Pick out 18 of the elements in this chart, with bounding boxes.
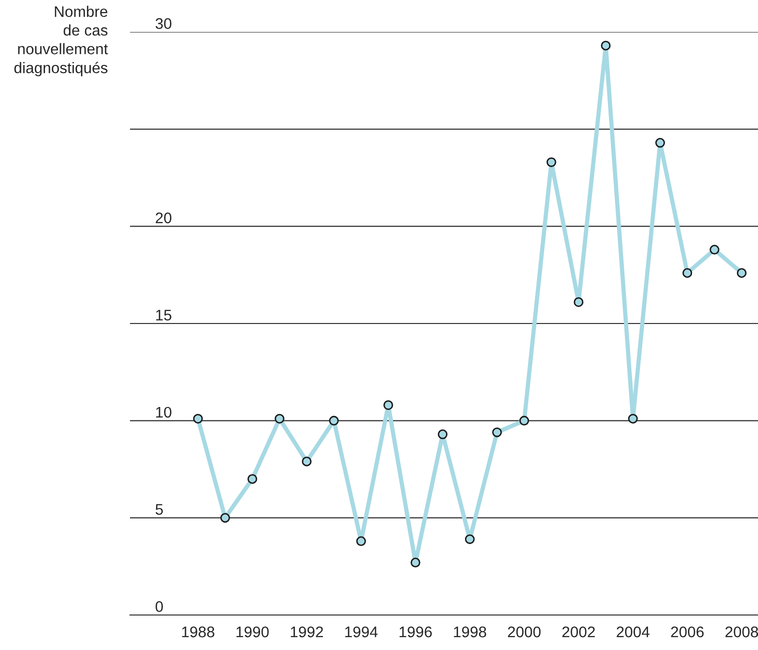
- x-tick-label: 1992: [290, 626, 323, 638]
- x-tick-label: 1996: [400, 626, 432, 638]
- x-tick-label: 1990: [236, 626, 269, 638]
- y-tick-label: 15: [156, 310, 172, 320]
- x-tick-label: 1994: [345, 626, 378, 638]
- x-tick-label: 2006: [671, 626, 704, 638]
- y-tick-label: 0: [156, 601, 163, 612]
- x-tick-label: 1988: [182, 626, 214, 638]
- y-axis-title: Nombre de cas nouvellement diagnostiqués: [14, 6, 108, 76]
- x-tick-label: 2000: [508, 626, 541, 638]
- x-tick-label: 2002: [562, 626, 595, 638]
- x-tick-label: 2004: [616, 626, 650, 638]
- y-tick-label: 30: [156, 18, 172, 29]
- y-tick-label: 5: [156, 504, 163, 515]
- y-tick-label: 20: [156, 212, 172, 224]
- y-tick-label: 10: [156, 406, 172, 418]
- x-tick-label: 1998: [454, 626, 486, 638]
- x-tick-label: 2008: [725, 626, 758, 638]
